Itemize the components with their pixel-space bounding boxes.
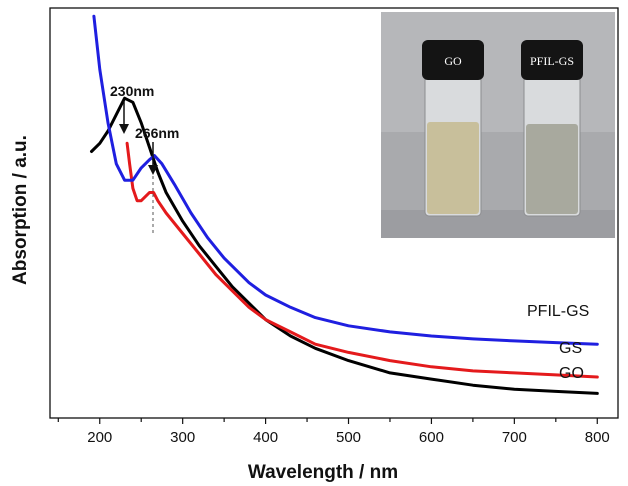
x-tick-label: 600 [419,429,444,446]
vial-pfil-gs-liquid [526,124,578,214]
vial-pfil-gs: PFIL-GS [521,40,583,217]
x-tick-label: 300 [170,429,195,446]
vial-go: GO [422,40,484,217]
series-label-gs: GS [559,340,582,357]
series-line-gs [125,141,599,379]
series-label-go: GO [559,365,584,382]
series-label-pfil-gs: PFIL-GS [527,303,589,320]
annotation-230nm: 230nm [110,83,154,99]
x-tick-label: 200 [87,429,112,446]
x-tick-label: 400 [253,429,278,446]
inset-photo: GO PFIL-GS [381,12,615,238]
series-line-go [90,96,599,395]
annotation-266nm: 266nm [135,125,179,141]
x-tick-label: 700 [502,429,527,446]
y-axis-title: Absorption / a.u. [10,135,31,285]
x-tick-label: 800 [585,429,610,446]
annotation-230nm-arrowhead [119,124,129,134]
series-line-pfil-gs [92,14,599,346]
annotation-266nm-arrowhead [148,165,158,175]
vial-pfil-gs-cap [521,40,583,80]
plot-frame [49,7,619,419]
x-axis-title: Wavelength / nm [248,462,398,483]
vial-go-liquid [427,122,479,214]
series-lines [90,14,599,395]
vial-go-cap [422,40,484,80]
x-tick-label: 500 [336,429,361,446]
x-axis-ticks: 200 300 400 500 600 700 800 [57,418,610,446]
vial-pfil-gs-cap-label: PFIL-GS [530,54,574,68]
vial-go-cap-label: GO [444,54,462,68]
